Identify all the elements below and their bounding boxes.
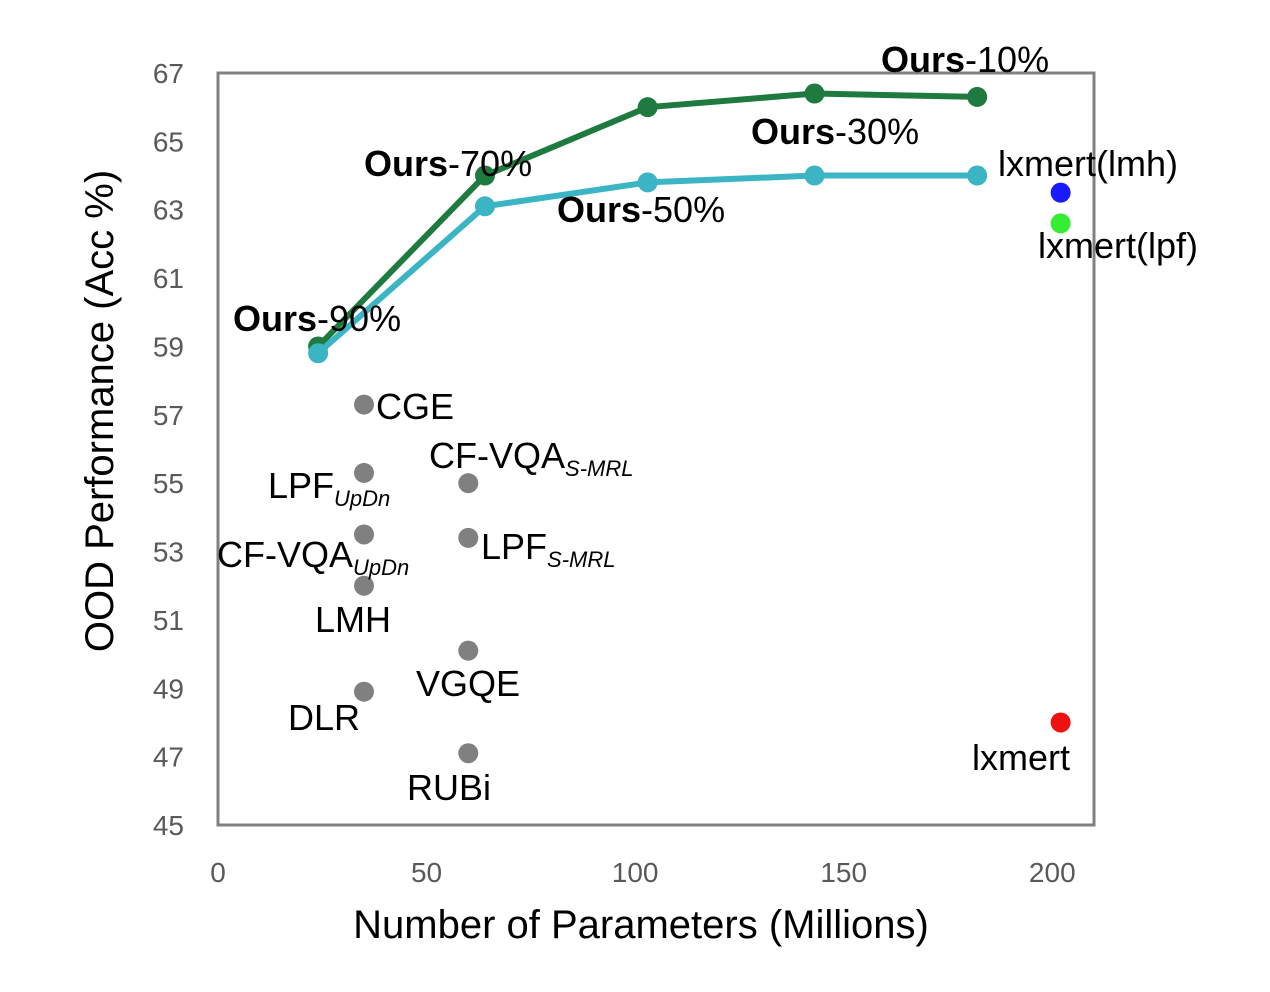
point-label-ours30: Ours-30%	[751, 111, 919, 152]
y-tick-label: 53	[153, 537, 184, 568]
plot-frame	[216, 71, 1096, 827]
data-point	[458, 640, 479, 661]
label-bold-part: Ours	[233, 298, 317, 339]
label-bold-part: Ours	[364, 143, 448, 184]
y-tick-label: 51	[153, 605, 184, 636]
y-tick-label: 59	[153, 331, 184, 362]
x-tick-label: 100	[612, 857, 659, 888]
data-point	[354, 575, 374, 596]
point-label-lxmert-lpf: lxmert(lpf)	[1038, 225, 1198, 266]
label-text: lxmert(lmh)	[998, 143, 1178, 184]
point-label-cge: CGE	[376, 386, 454, 427]
label-text: CGE	[376, 386, 454, 427]
label-bold-part: Ours	[751, 111, 835, 152]
x-tick-label: 200	[1029, 857, 1076, 888]
point-labels: Ours-10%Ours-30%Ours-50%Ours-70%Ours-90%…	[217, 39, 1198, 808]
y-tick-label: 65	[153, 126, 184, 157]
data-point	[354, 394, 374, 415]
y-tick-label: 55	[153, 468, 184, 499]
data-point	[637, 97, 658, 118]
data-point	[474, 196, 495, 217]
y-tick-label: 61	[153, 263, 184, 294]
data-point	[308, 343, 329, 364]
x-tick-label: 150	[820, 857, 867, 888]
data-point	[1050, 213, 1071, 234]
x-axis-ticks: 0 50 100 150 200	[210, 857, 1075, 888]
label-text: RUBi	[407, 767, 491, 808]
label-text: LMH	[315, 599, 391, 640]
point-label-ours50: Ours-50%	[557, 189, 725, 230]
point-label-ours10: Ours-10%	[881, 39, 1049, 80]
y-tick-label: 49	[153, 673, 184, 704]
label-text: DLR	[288, 697, 360, 738]
label-subscript: UpDn	[353, 555, 409, 580]
label-text: LPF	[268, 465, 334, 506]
x-tick-label: 0	[210, 857, 226, 888]
data-point	[967, 86, 988, 107]
label-bold-part: Ours	[557, 189, 641, 230]
label-text: lxmert	[972, 737, 1070, 778]
y-axis-ticks: 45 47 49 51 53 55 57 59 61 63 65 67	[153, 58, 184, 841]
point-label-rubi: RUBi	[407, 767, 491, 808]
point-label-vgqe: VGQE	[416, 663, 520, 704]
point-label-ours70: Ours-70%	[364, 143, 532, 184]
y-tick-label: 47	[153, 742, 184, 773]
data-point	[1050, 182, 1071, 203]
label-subscript: S-MRL	[565, 456, 633, 481]
data-point	[458, 743, 479, 764]
data-point	[458, 473, 479, 494]
point-label-lxmert: lxmert	[972, 737, 1070, 778]
data-point	[474, 165, 495, 186]
x-axis-title: Number of Parameters (Millions)	[353, 903, 929, 947]
label-text: -90%	[317, 298, 401, 339]
label-text: -50%	[641, 189, 725, 230]
y-tick-label: 67	[153, 58, 184, 89]
data-point	[967, 165, 988, 186]
label-text: CF-VQA	[217, 534, 353, 575]
data-point	[804, 165, 825, 186]
label-text: LPF	[481, 526, 547, 567]
x-tick-label: 50	[411, 857, 442, 888]
point-label-lxmert-lmh: lxmert(lmh)	[998, 143, 1178, 184]
point-label-cfvqa-updn: CF-VQAUpDn	[217, 534, 409, 580]
y-tick-label: 63	[153, 195, 184, 226]
label-text: CF-VQA	[429, 435, 565, 476]
y-axis-title: OOD Performance (Acc %)	[78, 170, 122, 652]
point-label-lpf-smrl: LPFS-MRL	[481, 526, 615, 572]
label-text: -30%	[835, 111, 919, 152]
data-point	[354, 681, 374, 702]
label-text: -70%	[448, 143, 532, 184]
data-point	[804, 83, 825, 104]
data-point	[458, 527, 479, 548]
data-point	[354, 462, 374, 483]
label-text: -10%	[965, 39, 1049, 80]
label-text: VGQE	[416, 663, 520, 704]
label-text: lxmert(lpf)	[1038, 225, 1198, 266]
data-point	[637, 172, 658, 193]
point-label-lpf-updn: LPFUpDn	[268, 465, 390, 511]
point-label-lmh: LMH	[315, 599, 391, 640]
data-point	[354, 524, 374, 545]
point-label-cfvqa-smrl: CF-VQAS-MRL	[429, 435, 633, 481]
data-point	[1050, 712, 1071, 733]
label-bold-part: Ours	[881, 39, 965, 80]
y-tick-label: 57	[153, 400, 184, 431]
y-tick-label: 45	[153, 810, 184, 841]
point-label-dlr: DLR	[288, 697, 360, 738]
label-subscript: UpDn	[334, 486, 390, 511]
point-label-ours90: Ours-90%	[233, 298, 401, 339]
series-layer	[308, 83, 1071, 764]
label-subscript: S-MRL	[547, 547, 615, 572]
